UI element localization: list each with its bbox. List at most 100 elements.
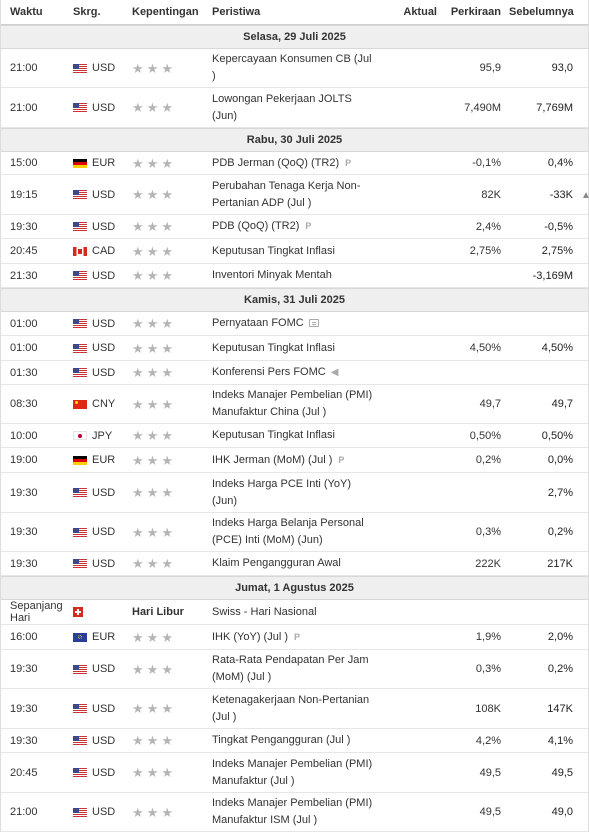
- event-name-cell[interactable]: Perubahan Tenaga Kerja Non-Pertanian ADP…: [202, 178, 378, 212]
- table-row[interactable]: 08:30 CNY ★ ★ ★ Indeks Manajer Pembelian (PMI…: [1, 385, 588, 424]
- currency-code: USD: [92, 557, 116, 570]
- event-name[interactable]: Indeks Manajer Pembelian (PMI) Manufaktu…: [212, 389, 373, 418]
- event-name[interactable]: IHK (YoY) (Jul ): [212, 630, 289, 643]
- table-row[interactable]: 01:00 USD ★ ★ ★ Pernyataan FOMC: [1, 312, 588, 336]
- event-name-cell[interactable]: Indeks Harga Belanja Personal (PCE) Inti…: [202, 515, 378, 549]
- event-name[interactable]: Tingkat Pengangguran (Jul ): [212, 734, 351, 746]
- event-currency: USD: [65, 318, 122, 330]
- table-row[interactable]: 21:00 USD ★ ★ ★ Lowongan Pekerjaan JOLTS (Jun…: [1, 88, 588, 128]
- star-icon: ★: [161, 765, 173, 780]
- event-name-cell[interactable]: Kepercayaan Konsumen CB (Jul ): [202, 51, 378, 85]
- event-forecast: 2,4%: [475, 220, 501, 233]
- table-row[interactable]: 21:00 USD ★ ★ ★ Indeks Manajer Pembelian (PMI…: [1, 793, 588, 832]
- table-row[interactable]: 19:30 USD ★ ★ ★ Klaim Pengangguran Awal 222K 21…: [1, 552, 588, 576]
- table-row[interactable]: 19:30 USD ★ ★ ★ Indeks Harga Belanja Personal…: [1, 513, 588, 552]
- event-name[interactable]: PDB Jerman (QoQ) (TR2): [212, 156, 340, 169]
- table-row[interactable]: 19:30 USD ★ ★ ★ Rata-Rata Pendapatan Per Jam …: [1, 650, 588, 689]
- table-row[interactable]: 19:30 USD ★ ★ ★ PDB (QoQ) (TR2) P 2,4% -0,5%: [1, 215, 588, 239]
- event-name[interactable]: Swiss - Hari Nasional: [212, 605, 317, 618]
- speaker-icon: ◀: [330, 366, 339, 378]
- event-forecast: 222K: [475, 557, 501, 570]
- currency-code: USD: [92, 766, 116, 779]
- event-name-cell[interactable]: Keputusan Tingkat Inflasi: [202, 340, 378, 357]
- event-name-cell[interactable]: PDB Jerman (QoQ) (TR2) P: [202, 155, 378, 172]
- event-name[interactable]: Indeks Manajer Pembelian (PMI) Manufaktu…: [212, 757, 373, 787]
- event-name-cell[interactable]: Ketenagakerjaan Non-Pertanian (Jul ): [202, 692, 378, 726]
- header-currency[interactable]: Skrg.: [73, 6, 101, 18]
- table-row[interactable]: 10:00 JPY ★ ★ ★ Keputusan Tingkat Inflasi 0,50…: [1, 424, 588, 448]
- event-name[interactable]: Ketenagakerjaan Non-Pertanian (Jul ): [212, 693, 370, 723]
- event-importance: ★ ★ ★: [122, 157, 202, 170]
- table-row[interactable]: 19:30 USD ★ ★ ★ Ketenagakerjaan Non-Pertanian…: [1, 689, 588, 729]
- table-row[interactable]: Sepanjang Hari Hari Libur Swiss - Hari Nas…: [1, 600, 588, 625]
- table-row[interactable]: 16:00 EUR ★ ★ ★ IHK (YoY) (Jul ) P 1,9% 2,0%: [1, 625, 588, 650]
- event-name-cell[interactable]: Konferensi Pers FOMC ◀: [202, 364, 378, 381]
- event-forecast: 0,3%: [475, 526, 501, 538]
- event-name-cell[interactable]: Swiss - Hari Nasional: [202, 604, 378, 621]
- event-name-cell[interactable]: Keputusan Tingkat Inflasi: [202, 243, 378, 260]
- event-name-cell[interactable]: Indeks Manajer Pembelian (PMI) Manufaktu…: [202, 387, 378, 421]
- event-name[interactable]: Inventori Minyak Mentah: [212, 269, 332, 281]
- event-previous: 0,2%: [547, 526, 573, 538]
- event-name[interactable]: Rata-Rata Pendapatan Per Jam (MoM) (Jul …: [212, 654, 369, 683]
- event-name-cell[interactable]: Tingkat Pengangguran (Jul ): [202, 732, 378, 749]
- currency-code: USD: [92, 188, 116, 201]
- currency-code: USD: [92, 269, 116, 282]
- event-name[interactable]: Indeks Manajer Pembelian (PMI) Manufaktu…: [212, 797, 373, 826]
- event-name[interactable]: PDB (QoQ) (TR2): [212, 220, 300, 232]
- event-currency: USD: [65, 367, 122, 379]
- table-row[interactable]: 01:00 USD ★ ★ ★ Keputusan Tingkat Inflasi 4,50…: [1, 336, 588, 361]
- header-time[interactable]: Waktu: [10, 6, 43, 18]
- event-name-cell[interactable]: PDB (QoQ) (TR2) P: [202, 218, 378, 235]
- event-name-cell[interactable]: Indeks Manajer Pembelian (PMI) Manufaktu…: [202, 756, 378, 790]
- table-row[interactable]: 21:00 USD ★ ★ ★ Kepercayaan Konsumen CB (Jul …: [1, 49, 588, 88]
- cn-flag-icon: [73, 399, 87, 409]
- event-forecast: 0,50%: [469, 429, 501, 442]
- star-icon: ★: [161, 396, 173, 412]
- table-row[interactable]: 19:30 USD ★ ★ ★ Indeks Harga PCE Inti (YoY) (…: [1, 473, 588, 513]
- event-name-cell[interactable]: Pernyataan FOMC: [202, 315, 378, 332]
- event-previous: 0,50%: [541, 429, 573, 442]
- table-row[interactable]: 21:30 USD ★ ★ ★ Inventori Minyak Mentah -3,169…: [1, 264, 588, 288]
- header-actual[interactable]: Aktual: [403, 6, 437, 18]
- table-row[interactable]: 19:00 EUR ★ ★ ★ IHK Jerman (MoM) (Jul ) P 0,2% 0…: [1, 448, 588, 473]
- star-icon: ★: [132, 629, 144, 645]
- event-name-cell[interactable]: Inventori Minyak Mentah: [202, 267, 378, 284]
- table-row[interactable]: 20:45 USD ★ ★ ★ Indeks Manajer Pembelian (PMI…: [1, 753, 588, 793]
- event-name-cell[interactable]: Indeks Manajer Pembelian (PMI) Manufaktu…: [202, 795, 378, 829]
- event-name[interactable]: Indeks Harga Belanja Personal (PCE) Inti…: [212, 517, 364, 546]
- currency-code: USD: [92, 366, 116, 379]
- star-icon: ★: [132, 60, 144, 76]
- event-name-cell[interactable]: Lowongan Pekerjaan JOLTS (Jun): [202, 91, 378, 125]
- event-name[interactable]: Lowongan Pekerjaan JOLTS (Jun): [212, 92, 352, 122]
- event-name[interactable]: Klaim Pengangguran Awal: [212, 557, 341, 569]
- event-name[interactable]: Kepercayaan Konsumen CB (Jul ): [212, 53, 372, 82]
- event-name[interactable]: Keputusan Tingkat Inflasi: [212, 429, 335, 441]
- currency-code: USD: [92, 702, 116, 715]
- header-previous[interactable]: Sebelumnya: [509, 6, 574, 18]
- event-name[interactable]: Konferensi Pers FOMC: [212, 366, 326, 378]
- event-name[interactable]: Indeks Harga PCE Inti (YoY) (Jun): [212, 477, 351, 507]
- event-name-cell[interactable]: Rata-Rata Pendapatan Per Jam (MoM) (Jul …: [202, 652, 378, 686]
- bell-icon[interactable]: ▲: [581, 189, 589, 201]
- table-row[interactable]: 20:45 CAD ★ ★ ★ Keputusan Tingkat Inflasi 2,75…: [1, 239, 588, 264]
- event-name-cell[interactable]: Klaim Pengangguran Awal: [202, 555, 378, 572]
- de-flag-icon: [73, 158, 87, 168]
- table-row[interactable]: 15:00 EUR ★ ★ ★ PDB Jerman (QoQ) (TR2) P -0,1% 0…: [1, 152, 588, 175]
- event-name[interactable]: IHK Jerman (MoM) (Jul ): [212, 453, 333, 466]
- event-name-cell[interactable]: Keputusan Tingkat Inflasi: [202, 427, 378, 444]
- event-name[interactable]: Keputusan Tingkat Inflasi: [212, 244, 335, 257]
- event-name[interactable]: Pernyataan FOMC: [212, 317, 304, 329]
- event-name[interactable]: Perubahan Tenaga Kerja Non-Pertanian ADP…: [212, 179, 361, 209]
- table-row[interactable]: 19:15 USD ★ ★ ★ Perubahan Tenaga Kerja Non-Pe…: [1, 175, 589, 215]
- header-importance[interactable]: Kepentingan: [132, 6, 199, 18]
- event-name-cell[interactable]: IHK Jerman (MoM) (Jul ) P: [202, 452, 378, 469]
- event-name-cell[interactable]: IHK (YoY) (Jul ) P: [202, 629, 378, 646]
- star-icon: ★: [161, 365, 173, 380]
- header-forecast[interactable]: Perkiraan: [450, 6, 501, 18]
- header-event[interactable]: Peristiwa: [212, 6, 261, 18]
- event-name[interactable]: Keputusan Tingkat Inflasi: [212, 341, 335, 354]
- table-row[interactable]: 01:30 USD ★ ★ ★ Konferensi Pers FOMC ◀: [1, 361, 588, 385]
- table-row[interactable]: 19:30 USD ★ ★ ★ Tingkat Pengangguran (Jul ) 4,…: [1, 729, 588, 753]
- event-name-cell[interactable]: Indeks Harga PCE Inti (YoY) (Jun): [202, 476, 378, 510]
